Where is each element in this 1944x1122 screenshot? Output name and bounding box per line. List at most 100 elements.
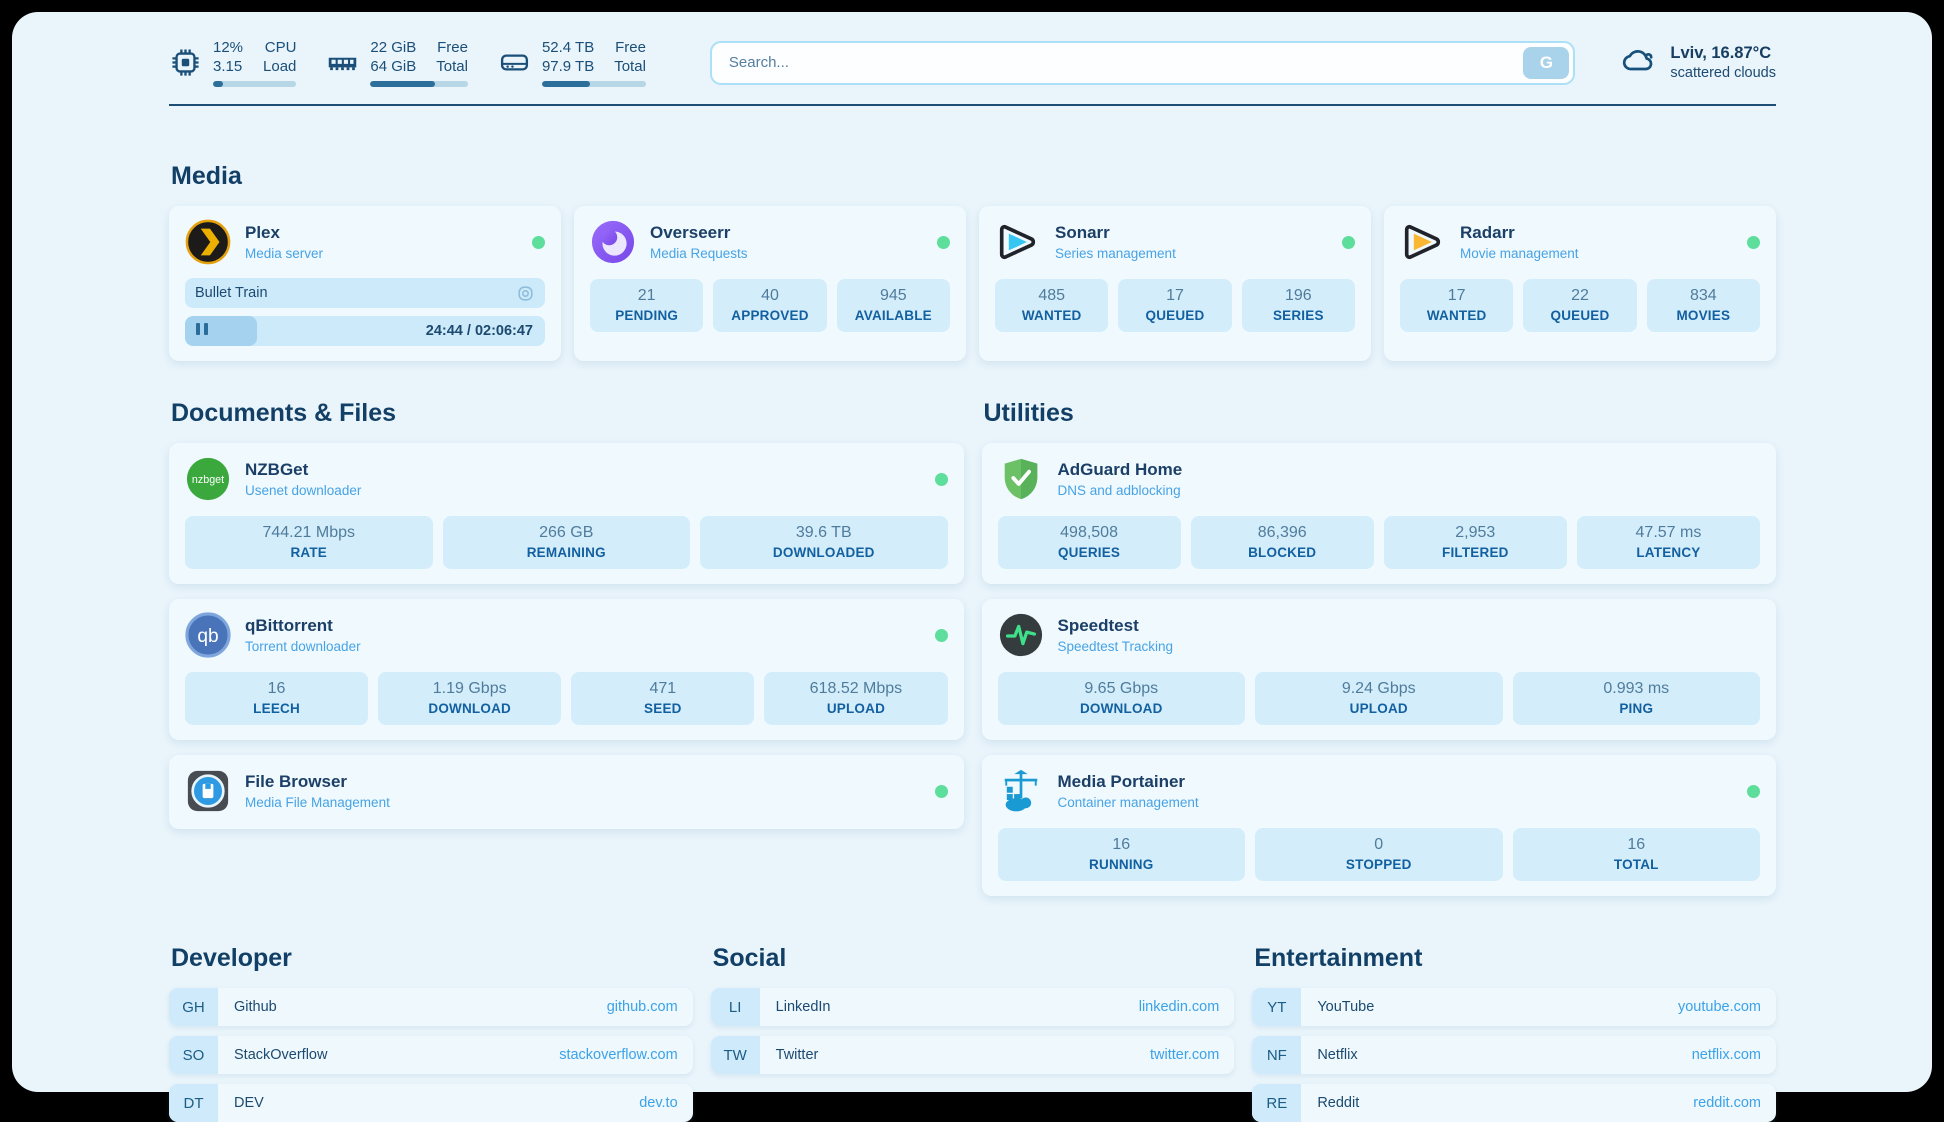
app-subtitle: Usenet downloader (245, 483, 362, 498)
overseerr-icon (590, 219, 636, 265)
bookmark-name: Github (234, 999, 277, 1015)
bookmark-github[interactable]: GH Github github.com (169, 988, 693, 1026)
cloud-icon (1621, 42, 1657, 83)
bookmark-url: linkedin.com (1138, 999, 1220, 1015)
section-entertainment: Entertainment YT YouTube youtube.com NF … (1252, 944, 1776, 1122)
cpu-load-label: Load (263, 58, 297, 75)
section-title-entertainment: Entertainment (1254, 944, 1423, 972)
cpu-load-value: 3.15 (213, 58, 243, 75)
memory-total-value: 64 GiB (370, 58, 417, 75)
section-title-documents: Documents & Files (171, 399, 397, 427)
stat-blocked: 86,396 BLOCKED (1190, 516, 1374, 569)
stat-series: 196 SERIES (1241, 279, 1355, 332)
stat-upload: 618.52 Mbps UPLOAD (764, 672, 948, 725)
radarr-icon (1400, 219, 1446, 265)
disk-icon (498, 46, 531, 79)
stat-available: 945 AVAILABLE (836, 279, 950, 332)
bookmark-url: reddit.com (1693, 1095, 1761, 1111)
cpu-widget: 12% CPU 3.15 Load (169, 38, 297, 87)
now-playing-row: Bullet Train (185, 278, 545, 308)
app-title: Speedtest (1057, 616, 1139, 635)
bookmark-twitter[interactable]: TW Twitter twitter.com (710, 1036, 1235, 1074)
header-divider (169, 104, 1776, 106)
playback-time: 24:44 / 02:06:47 (425, 323, 533, 339)
app-card-filebrowser[interactable]: File Browser Media File Management (169, 755, 964, 829)
stat-queued: 17 QUEUED (1118, 279, 1232, 332)
stat-queued: 22 QUEUED (1523, 279, 1637, 332)
google-search-button[interactable]: G (1523, 46, 1570, 79)
disk-widget: 52.4 TB Free 97.9 TB Total (498, 38, 646, 87)
app-card-radarr[interactable]: Radarr Movie management 17 WANTED 22 QUE… (1384, 206, 1776, 361)
app-card-overseerr[interactable]: Overseerr Media Requests 21 PENDING 40 A… (574, 206, 966, 361)
gear-icon[interactable] (516, 284, 535, 303)
weather-condition: scattered clouds (1670, 65, 1776, 81)
stat-running: 16 RUNNING (997, 828, 1245, 881)
weather-location-temp: Lviv, 16.87°C (1670, 44, 1772, 62)
bookmark-abbr: TW (710, 1036, 760, 1074)
app-title: Plex (245, 223, 280, 242)
bookmark-name: LinkedIn (775, 999, 831, 1015)
bookmark-name: DEV (234, 1095, 264, 1111)
bookmark-name: Reddit (1317, 1095, 1360, 1111)
disk-free-label: Free (615, 39, 646, 56)
top-bar: 12% CPU 3.15 Load (169, 26, 1776, 87)
bookmark-name: Twitter (775, 1047, 819, 1063)
sonarr-icon (995, 219, 1041, 265)
status-dot-online (1747, 235, 1760, 249)
bookmark-abbr: LI (710, 988, 760, 1026)
disk-total-label: Total (614, 58, 646, 75)
bookmark-dev[interactable]: DT DEV dev.to (169, 1084, 693, 1122)
bookmark-url: twitter.com (1150, 1047, 1220, 1063)
plex-icon (185, 219, 231, 265)
app-card-adguard[interactable]: AdGuard Home DNS and adblocking 498,508 … (981, 443, 1776, 584)
portainer-icon (998, 768, 1044, 814)
app-subtitle: Media Requests (650, 246, 748, 261)
app-card-portainer[interactable]: Media Portainer Container management 16 … (981, 755, 1776, 896)
section-social: Social LI LinkedIn linkedin.com TW Twitt… (710, 944, 1235, 1122)
app-title: qBittorrent (245, 616, 333, 635)
search-input[interactable] (715, 53, 1524, 72)
section-title-media: Media (171, 162, 242, 190)
app-card-sonarr[interactable]: Sonarr Series management 485 WANTED 17 Q… (979, 206, 1371, 361)
app-card-plex[interactable]: Plex Media server Bullet Train (169, 206, 561, 361)
section-media: Media Plex Media server (169, 162, 1776, 361)
app-card-speedtest[interactable]: Speedtest Speedtest Tracking 9.65 Gbps D… (981, 599, 1776, 740)
bookmark-youtube[interactable]: YT YouTube youtube.com (1252, 988, 1776, 1026)
stat-total: 16 TOTAL (1512, 828, 1760, 881)
cpu-usage-value: 12% (213, 39, 244, 56)
qbittorrent-icon: qb (185, 612, 231, 658)
bookmark-url: dev.to (639, 1095, 678, 1111)
bookmark-netflix[interactable]: NF Netflix netflix.com (1252, 1036, 1776, 1074)
adguard-icon (998, 456, 1044, 502)
bookmark-abbr: DT (169, 1084, 218, 1122)
cpu-icon (169, 46, 202, 79)
app-title: Media Portainer (1057, 772, 1186, 791)
memory-free-label: Free (437, 39, 468, 56)
bookmark-url: stackoverflow.com (559, 1047, 678, 1063)
app-subtitle: Torrent downloader (245, 639, 361, 654)
bookmark-stackoverflow[interactable]: SO StackOverflow stackoverflow.com (169, 1036, 693, 1074)
now-playing-title: Bullet Train (195, 285, 268, 301)
app-title: Sonarr (1055, 223, 1110, 242)
weather-widget: Lviv, 16.87°C scattered clouds (1621, 42, 1776, 83)
stat-wanted: 17 WANTED (1400, 279, 1514, 332)
stat-downloaded: 39.6 TB DOWNLOADED (700, 516, 948, 569)
app-subtitle: Media server (245, 246, 324, 261)
app-subtitle: Media File Management (245, 795, 390, 810)
memory-total-label: Total (436, 58, 468, 75)
app-card-qbittorrent[interactable]: qb qBittorrent Torrent downloader 16 LEE… (169, 599, 964, 740)
app-card-nzbget[interactable]: nzbget NZBGet Usenet downloader 744.21 M… (169, 443, 964, 584)
stat-leech: 16 LEECH (185, 672, 369, 725)
stat-queries: 498,508 QUERIES (997, 516, 1181, 569)
bookmark-abbr: RE (1252, 1084, 1302, 1122)
bookmark-reddit[interactable]: RE Reddit reddit.com (1252, 1084, 1776, 1122)
app-subtitle: DNS and adblocking (1057, 483, 1181, 498)
stat-download: 9.65 Gbps DOWNLOAD (997, 672, 1245, 725)
section-title-developer: Developer (171, 944, 292, 972)
stat-upload: 9.24 Gbps UPLOAD (1255, 672, 1503, 725)
memory-free-value: 22 GiB (370, 39, 417, 56)
bookmark-name: Netflix (1317, 1047, 1358, 1063)
memory-widget: 22 GiB Free 64 GiB Total (326, 38, 468, 87)
dashboard-page: 12% CPU 3.15 Load (12, 12, 1932, 1122)
bookmark-linkedin[interactable]: LI LinkedIn linkedin.com (710, 988, 1235, 1026)
